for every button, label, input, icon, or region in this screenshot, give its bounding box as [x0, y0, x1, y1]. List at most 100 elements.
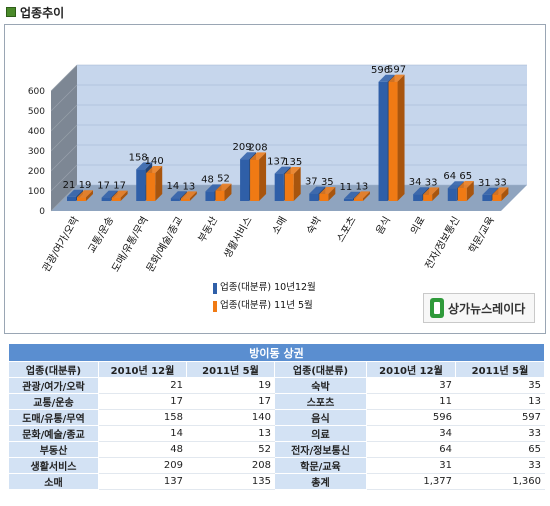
- table-row: 부동산 48 52 전자/정보통신 64 65: [8, 441, 546, 458]
- y-tick-label: 0: [39, 207, 45, 217]
- chart-legend: 업종(대분류) 10년12월 업종(대분류) 11년 5월: [213, 279, 316, 315]
- brand-logo: 상가뉴스레이다: [423, 293, 535, 323]
- bar-series2: [77, 197, 86, 201]
- data-label-series2: 17: [113, 181, 126, 192]
- category-cell: 전자/정보통신: [274, 441, 367, 458]
- y-tick-label: 600: [28, 87, 45, 97]
- data-label-series2: 597: [387, 65, 406, 76]
- table-title: 방이동 상권: [7, 343, 546, 362]
- bar-series1-top: [101, 190, 118, 198]
- bar-series2-top: [215, 183, 232, 191]
- legend-swatch-blue: [213, 282, 217, 294]
- gridline-depth: [50, 124, 78, 152]
- bar-series2-side: [397, 74, 405, 201]
- bar-series2: [250, 159, 260, 201]
- column-header: 2011년 5월: [454, 361, 546, 378]
- bar-series2-top: [388, 74, 405, 82]
- value-cell: 52: [186, 441, 275, 458]
- data-label-series2: 13: [182, 181, 195, 192]
- bar-series2-top: [77, 190, 93, 198]
- table-body: 관광/여가/오락 21 19 숙박 37 35 교통/운송 17 17 스포츠 11 13 도매/유통/…: [8, 377, 546, 490]
- category-cell: 도매/유통/무역: [8, 409, 99, 426]
- value-cell: 1,377: [366, 473, 456, 490]
- data-label-series1: 37: [305, 177, 318, 188]
- category-cell: 부동산: [8, 441, 99, 458]
- gridline-depth: [50, 144, 78, 172]
- value-cell: 13: [186, 425, 275, 442]
- category-cell: 의료: [274, 425, 367, 442]
- x-tick-label: 문화/예술/종교: [144, 215, 185, 275]
- bar-series2: [284, 174, 294, 201]
- value-cell: 158: [98, 409, 187, 426]
- data-label-series1: 34: [409, 177, 422, 188]
- bar-series2-side: [86, 190, 93, 201]
- x-tick-label: 전자/정보통신: [423, 215, 463, 272]
- column-header: 업종(대분류): [8, 361, 99, 378]
- data-label-series1: 209: [233, 142, 252, 153]
- gridline-depth: [50, 184, 78, 212]
- bar-series2-top: [180, 191, 197, 199]
- data-label-series2: 65: [459, 171, 472, 182]
- value-cell: 596: [366, 409, 456, 426]
- bar-series2-side: [155, 166, 163, 201]
- x-tick-label: 생활서비스: [220, 214, 254, 260]
- x-tick-label: 부동산: [196, 215, 220, 245]
- bar-series1: [482, 194, 492, 201]
- bar-series2-top: [319, 187, 336, 194]
- value-cell: 140: [186, 409, 275, 426]
- value-cell: 37: [366, 377, 456, 394]
- category-cell: 학문/교육: [274, 457, 367, 474]
- data-label-series1: 158: [129, 152, 148, 163]
- value-cell: 64: [366, 441, 456, 458]
- bar-series2: [457, 188, 467, 201]
- column-header: 2010년 12월: [98, 361, 187, 378]
- column-header: 업종(대분류): [274, 361, 367, 378]
- x-tick-label: 학문/교육: [467, 215, 497, 256]
- y-tick-label: 400: [28, 127, 45, 137]
- bar-series2-top: [353, 191, 370, 199]
- category-cell: 관광/여가/오락: [8, 377, 99, 394]
- bar-series1-top: [240, 152, 257, 160]
- value-cell: 33: [454, 425, 546, 442]
- table-row: 교통/운송 17 17 스포츠 11 13: [8, 393, 546, 410]
- data-label-series1: 21: [63, 180, 76, 191]
- bar-series2-side: [293, 167, 301, 201]
- bar-series2: [388, 81, 398, 201]
- x-tick-label: 소매: [270, 215, 290, 237]
- value-cell: 13: [454, 393, 546, 410]
- data-label-series2: 140: [145, 156, 164, 167]
- value-cell: 31: [366, 457, 456, 474]
- bar-series1-top: [413, 187, 430, 195]
- x-tick-label: 스포츠: [334, 215, 358, 245]
- x-tick-label: 숙박: [304, 215, 324, 237]
- bullet-icon: [6, 7, 16, 17]
- gridline-depth: [50, 64, 78, 92]
- y-tick-label: 200: [28, 167, 45, 177]
- y-tick-label: 100: [28, 187, 45, 197]
- bar-series2: [353, 198, 363, 201]
- category-cell: 음식: [274, 409, 367, 426]
- bar-series2-side: [120, 190, 128, 201]
- value-cell: 208: [186, 457, 275, 474]
- gridline-depth: [50, 84, 78, 112]
- column-header: 2010년 12월: [366, 361, 456, 378]
- data-label-series2: 33: [494, 177, 507, 188]
- data-label-series2: 19: [79, 180, 92, 191]
- bar-series1: [101, 197, 111, 201]
- bar-series2: [423, 194, 433, 201]
- y-tick-label: 500: [28, 107, 45, 117]
- bar-series2-side: [189, 191, 197, 201]
- table-row: 생활서비스 209 208 학문/교육 31 33: [8, 457, 546, 474]
- bar-series2-side: [501, 187, 509, 201]
- category-cell: 총계: [274, 473, 367, 490]
- bar-series1-top: [205, 184, 222, 192]
- value-cell: 14: [98, 425, 187, 442]
- table-row: 도매/유통/무역 158 140 음식 596 597: [8, 409, 546, 426]
- bar-series1: [170, 198, 180, 201]
- data-label-series2: 35: [321, 177, 334, 188]
- category-cell: 숙박: [274, 377, 367, 394]
- bar-series2: [146, 173, 156, 201]
- bar-series2-top: [457, 181, 474, 188]
- bar-series2-top: [284, 167, 301, 174]
- bar-series1-top: [170, 191, 187, 199]
